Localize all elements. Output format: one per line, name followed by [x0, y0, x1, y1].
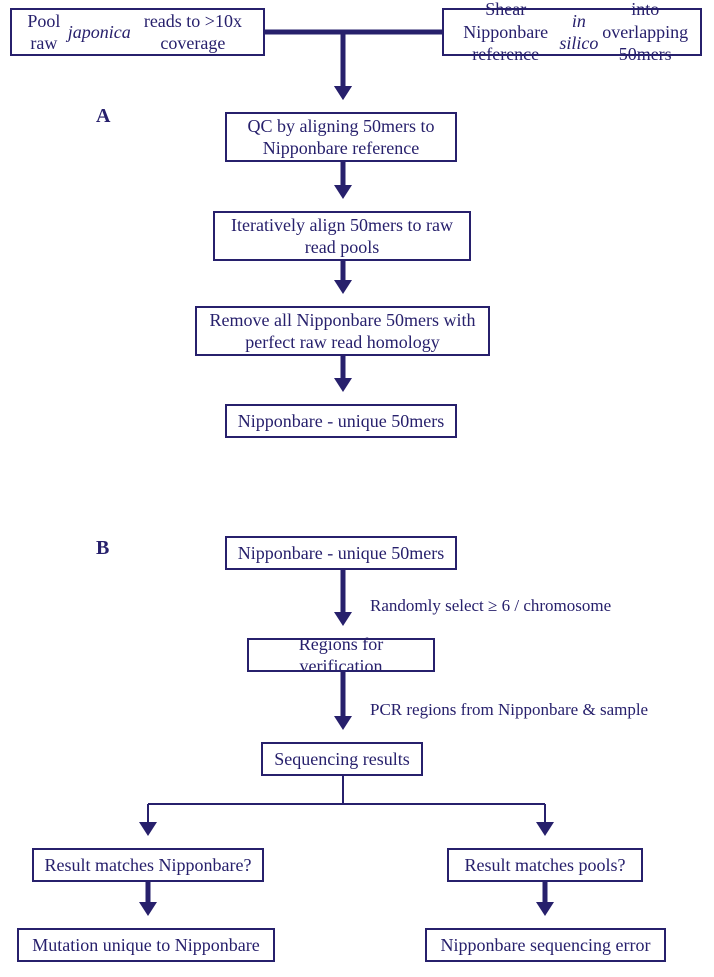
node-uniqA: Nipponbare - unique 50mers [225, 404, 457, 438]
node-pool: Pool raw japonica reads to >10x coverage [10, 8, 265, 56]
node-regions: Regions for verification [247, 638, 435, 672]
node-err: Nipponbare sequencing error [425, 928, 666, 962]
node-remove: Remove all Nipponbare 50mers with perfec… [195, 306, 490, 356]
node-seq: Sequencing results [261, 742, 423, 776]
edge-label-pcr: PCR regions from Nipponbare & sample [370, 700, 648, 720]
node-qPools: Result matches pools? [447, 848, 643, 882]
node-mut: Mutation unique to Nipponbare [17, 928, 275, 962]
edge-label-rand: Randomly select ≥ 6 / chromosome [370, 596, 611, 616]
node-qc: QC by aligning 50mers to Nipponbare refe… [225, 112, 457, 162]
node-qNip: Result matches Nipponbare? [32, 848, 264, 882]
section-label-B: B [96, 537, 109, 560]
node-iter: Iteratively align 50mers to raw read poo… [213, 211, 471, 261]
node-shear: Shear Nipponbare reference in silico int… [442, 8, 702, 56]
section-label-A: A [96, 105, 110, 128]
node-uniqB: Nipponbare - unique 50mers [225, 536, 457, 570]
